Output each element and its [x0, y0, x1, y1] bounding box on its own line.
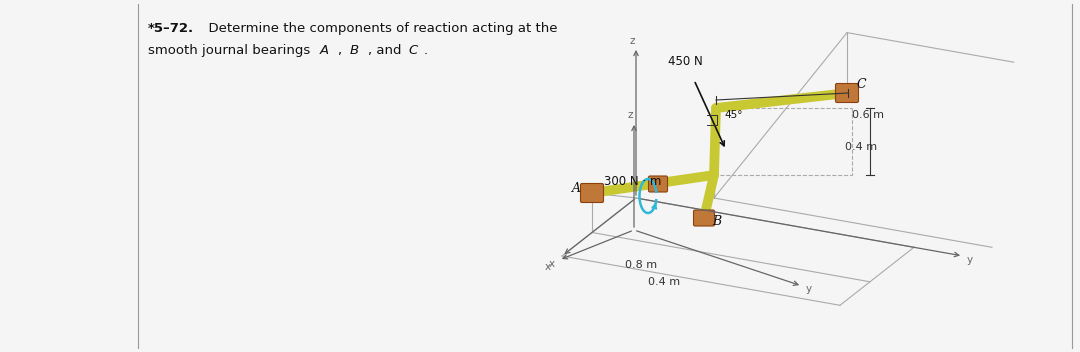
Text: x: x [545, 262, 551, 272]
Text: 45°: 45° [724, 110, 743, 120]
Text: 450 N: 450 N [669, 55, 703, 68]
Text: Determine the components of reaction acting at the: Determine the components of reaction act… [200, 22, 557, 35]
Text: B: B [712, 215, 721, 228]
Text: 0.6 m: 0.6 m [852, 110, 885, 120]
Text: y: y [806, 284, 812, 294]
FancyBboxPatch shape [648, 176, 667, 192]
Text: 0.4 m: 0.4 m [648, 277, 680, 287]
Text: A: A [320, 44, 329, 57]
Text: x: x [549, 259, 555, 269]
Text: 300 N · m: 300 N · m [604, 175, 661, 188]
Text: y: y [967, 255, 973, 265]
Text: 0.8 m: 0.8 m [625, 260, 657, 270]
Text: z: z [629, 36, 635, 46]
Text: smooth journal bearings: smooth journal bearings [148, 44, 314, 57]
Text: ,: , [338, 44, 347, 57]
Text: .: . [424, 44, 428, 57]
Text: C: C [858, 78, 866, 92]
Text: , and: , and [368, 44, 406, 57]
Text: A: A [572, 182, 581, 195]
Text: z: z [627, 110, 634, 120]
Text: *5–72.: *5–72. [148, 22, 194, 35]
FancyBboxPatch shape [693, 210, 715, 226]
FancyBboxPatch shape [581, 183, 604, 202]
Text: C: C [408, 44, 417, 57]
Text: 0.4 m: 0.4 m [845, 142, 877, 152]
FancyBboxPatch shape [836, 83, 859, 102]
Text: B: B [350, 44, 360, 57]
